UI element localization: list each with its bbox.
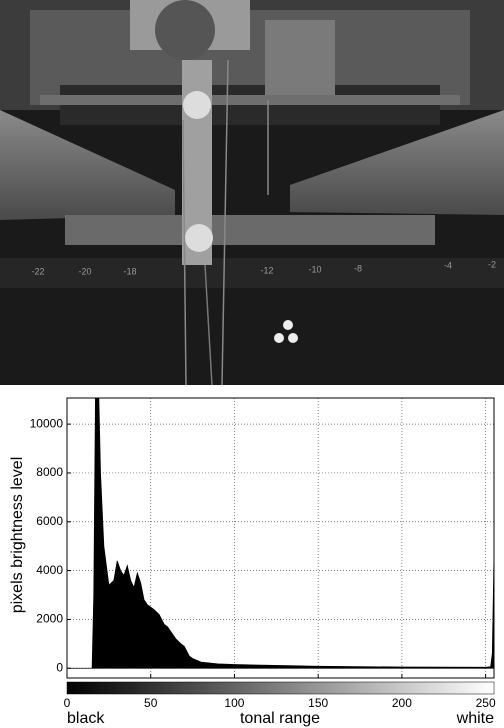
y-tick-label: 4000 xyxy=(36,563,63,577)
scale-label: -20 xyxy=(78,266,91,276)
y-tick-label: 8000 xyxy=(36,465,63,479)
y-tick-label: 0 xyxy=(56,660,63,674)
x-tick-label: 0 xyxy=(64,696,71,710)
tone-bar xyxy=(66,681,495,695)
scale-label: -10 xyxy=(308,264,321,274)
x-tick-label: 50 xyxy=(144,696,158,710)
plot-frame xyxy=(66,397,495,679)
scale-label: -8 xyxy=(354,263,362,273)
y-tick-label: 6000 xyxy=(36,514,63,528)
scale-label: -2 xyxy=(488,259,496,269)
scale-label: -4 xyxy=(444,260,452,270)
scale-label: -18 xyxy=(123,266,136,276)
y-axis-label: pixels brightness level xyxy=(9,457,26,614)
scale-label: -12 xyxy=(260,265,273,275)
y-tick-label: 10000 xyxy=(30,416,64,430)
scale-label: -22 xyxy=(31,266,44,276)
photo: -22 -20 -18 -12 -10 -8 -4 -2 xyxy=(0,0,504,386)
x-tick-label: 150 xyxy=(308,696,328,710)
x-right-label: white xyxy=(456,710,494,727)
x-tick-label: 200 xyxy=(392,696,412,710)
histogram: pixels brightness level tonal range blac… xyxy=(9,397,496,727)
x-left-label: black xyxy=(67,710,105,727)
histogram-area xyxy=(67,398,494,669)
x-tick-label: 100 xyxy=(224,696,244,710)
y-tick-label: 2000 xyxy=(36,612,63,626)
x-tick-label: 250 xyxy=(476,696,496,710)
x-axis-label: tonal range xyxy=(240,710,320,727)
